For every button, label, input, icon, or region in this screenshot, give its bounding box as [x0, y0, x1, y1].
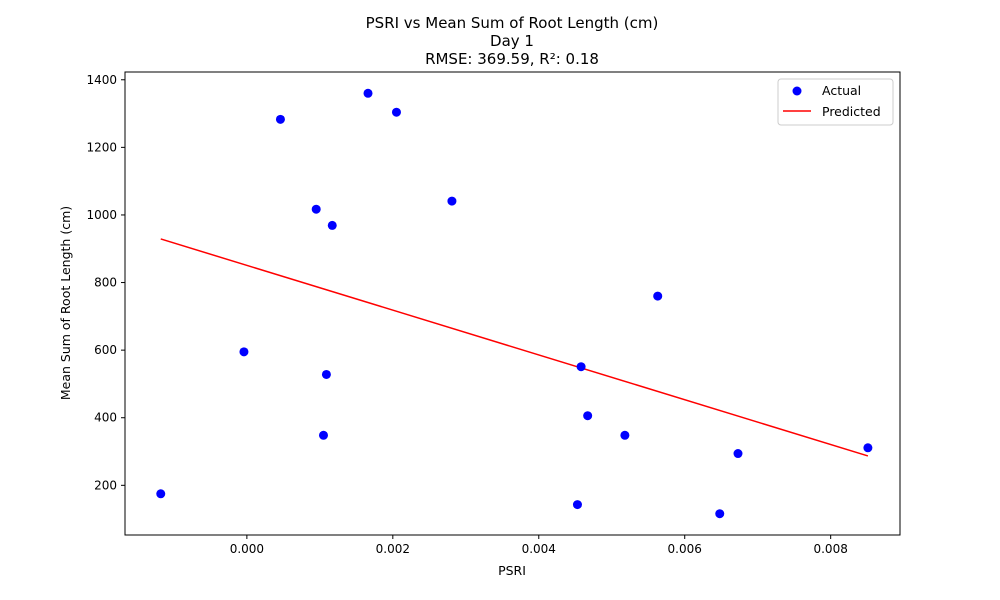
y-tick-label: 200 — [94, 478, 117, 492]
x-tick-label: 0.008 — [813, 542, 847, 556]
legend-label-actual: Actual — [822, 83, 861, 98]
actual-point — [318, 430, 328, 440]
y-axis-ticks: 200 400 600 800 1000 1200 1400 — [86, 73, 125, 492]
actual-point — [583, 411, 593, 421]
y-tick-label: 1000 — [86, 208, 117, 222]
actual-point — [572, 500, 582, 510]
x-tick-label: 0.000 — [230, 542, 264, 556]
y-tick-label: 1200 — [86, 140, 117, 154]
x-axis-ticks: 0.000 0.002 0.004 0.006 0.008 — [230, 535, 848, 556]
x-tick-label: 0.004 — [522, 542, 556, 556]
actual-point — [863, 443, 873, 453]
chart-title: PSRI vs Mean Sum of Root Length (cm) Day… — [366, 14, 659, 68]
y-tick-label: 1400 — [86, 73, 117, 87]
actual-point — [327, 220, 337, 230]
x-tick-label: 0.002 — [376, 542, 410, 556]
actual-point — [391, 107, 401, 117]
actual-point — [239, 347, 249, 357]
actual-point — [321, 369, 331, 379]
actual-point — [156, 489, 166, 499]
actual-point — [275, 114, 285, 124]
y-tick-label: 400 — [94, 411, 117, 425]
actual-point — [620, 430, 630, 440]
plot-frame — [124, 71, 901, 536]
legend-label-predicted: Predicted — [822, 104, 881, 119]
chart-marks — [156, 88, 873, 519]
y-axis-label: Mean Sum of Root Length (cm) — [58, 206, 73, 400]
actual-point — [653, 291, 663, 301]
legend-box — [777, 78, 894, 126]
predicted-line — [160, 238, 869, 457]
actual-point — [715, 509, 725, 519]
y-tick-label: 800 — [94, 276, 117, 290]
legend-marker-actual — [792, 86, 802, 96]
actual-point — [576, 362, 586, 372]
actual-point — [363, 88, 373, 98]
actual-point — [733, 449, 743, 459]
legend: Actual Predicted — [777, 78, 894, 126]
x-axis-label: PSRI — [498, 563, 526, 578]
chart-title-line-2: Day 1 — [490, 32, 534, 50]
y-tick-label: 600 — [94, 343, 117, 357]
actual-point — [447, 196, 457, 206]
actual-point — [311, 204, 321, 214]
chart-title-line-1: PSRI vs Mean Sum of Root Length (cm) — [366, 14, 659, 32]
chart-title-line-3: RMSE: 369.59, R²: 0.18 — [425, 50, 599, 68]
x-tick-label: 0.006 — [668, 542, 702, 556]
